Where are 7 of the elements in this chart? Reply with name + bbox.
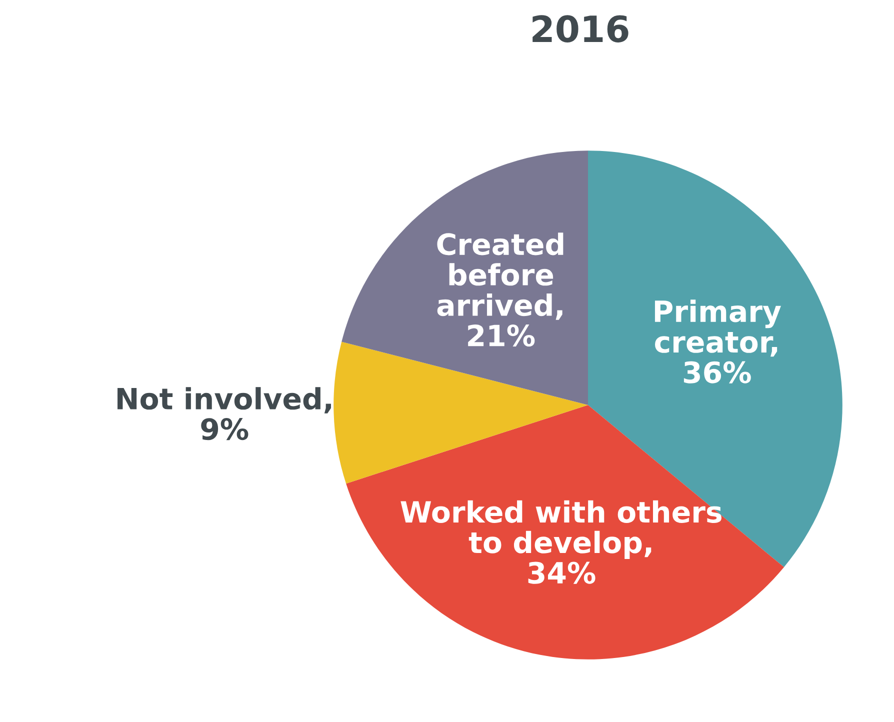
pie-slice <box>342 150 588 405</box>
slice-label: Worked with others to develop, 34% <box>400 500 722 584</box>
chart-title: 2016 <box>532 15 628 42</box>
slice-label: Created before arrived, 21% <box>437 232 564 347</box>
slice-label: Primary creator, 36% <box>654 300 781 384</box>
slice-label: Not involved, 9% <box>118 387 331 440</box>
pie-slice <box>346 405 784 660</box>
